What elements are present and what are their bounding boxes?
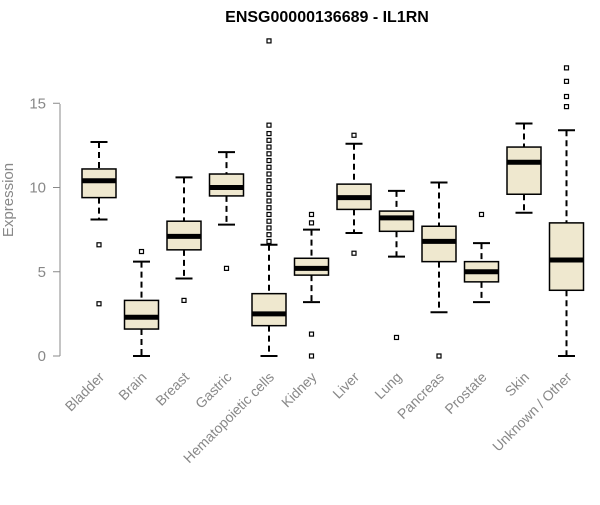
outlier-point: [563, 78, 570, 84]
outlier-point: [223, 265, 230, 271]
y-tick-label: 10: [29, 180, 46, 197]
outlier-point: [266, 211, 272, 218]
x-tick-label: Pancreas: [394, 369, 447, 422]
outlier-point: [266, 184, 272, 191]
box-pancreas: [421, 181, 457, 359]
outlier-point: [266, 191, 272, 197]
x-tick-label: Bladder: [62, 369, 108, 415]
outlier-point: [266, 205, 272, 211]
outlier-point: [393, 334, 400, 341]
box-kidney: [293, 211, 330, 359]
outlier-point: [563, 65, 570, 71]
outlier-point: [266, 198, 272, 204]
x-tick-label: Kidney: [278, 369, 320, 411]
outlier-point: [266, 137, 272, 143]
outlier-point: [266, 144, 272, 150]
outlier-point: [96, 301, 102, 307]
box-lung: [378, 189, 415, 341]
outlier-point: [266, 238, 272, 245]
iqr-box: [251, 292, 287, 327]
outlier-point: [266, 225, 272, 231]
outlier-point: [266, 130, 272, 137]
y-tick-label: 15: [29, 95, 46, 112]
outlier-point: [266, 38, 272, 44]
iqr-box: [506, 146, 542, 195]
outlier-point: [478, 211, 485, 218]
outlier-point: [266, 122, 272, 128]
outlier-point: [138, 248, 145, 255]
box-bladder: [81, 141, 117, 307]
iqr-box: [208, 173, 245, 197]
x-tick-label: Unknown / Other: [489, 369, 575, 455]
box-prostate: [463, 211, 500, 304]
outlier-point: [266, 151, 272, 157]
box-hematopoietic-cells: [251, 38, 287, 357]
x-tick-label: Liver: [329, 369, 362, 402]
outlier-point: [563, 93, 570, 100]
y-tick-label: 5: [38, 264, 46, 281]
box-liver: [336, 132, 372, 256]
x-tick-label: Skin: [502, 369, 533, 400]
boxes-group: [81, 38, 585, 359]
x-tick-label: Lung: [371, 369, 404, 402]
outlier-point: [436, 353, 442, 359]
box-gastric: [208, 151, 245, 271]
iqr-box: [81, 168, 117, 199]
y-ticks: 0 5 10 15: [29, 95, 60, 365]
chart-title: ENSG00000136689 - IL1RN: [225, 9, 429, 26]
iqr-box: [548, 222, 585, 292]
outlier-point: [308, 220, 315, 226]
box-breast: [166, 176, 202, 303]
y-axis-label: Expression: [0, 163, 17, 237]
outlier-point: [181, 297, 187, 303]
outlier-point: [266, 171, 272, 177]
iqr-box: [123, 299, 160, 330]
iqr-box: [421, 225, 457, 263]
box-brain: [123, 248, 160, 357]
y-tick-label: 0: [38, 348, 46, 365]
outlier-point: [96, 242, 102, 248]
outlier-point: [308, 353, 315, 359]
outlier-point: [308, 211, 315, 218]
outlier-point: [351, 132, 357, 138]
x-tick-label: Brain: [115, 369, 149, 403]
box-unknown-other: [548, 65, 585, 357]
outlier-point: [266, 164, 272, 170]
iqr-box: [378, 210, 415, 233]
outlier-point: [266, 157, 272, 164]
outlier-point: [308, 331, 315, 337]
x-tick-label: Breast: [152, 369, 192, 409]
box-skin: [506, 122, 542, 214]
outlier-point: [266, 218, 272, 224]
outlier-point: [563, 104, 570, 110]
outlier-point: [266, 178, 272, 184]
outlier-point: [266, 232, 272, 238]
outlier-point: [351, 250, 357, 256]
x-tick-label: Prostate: [441, 369, 489, 417]
